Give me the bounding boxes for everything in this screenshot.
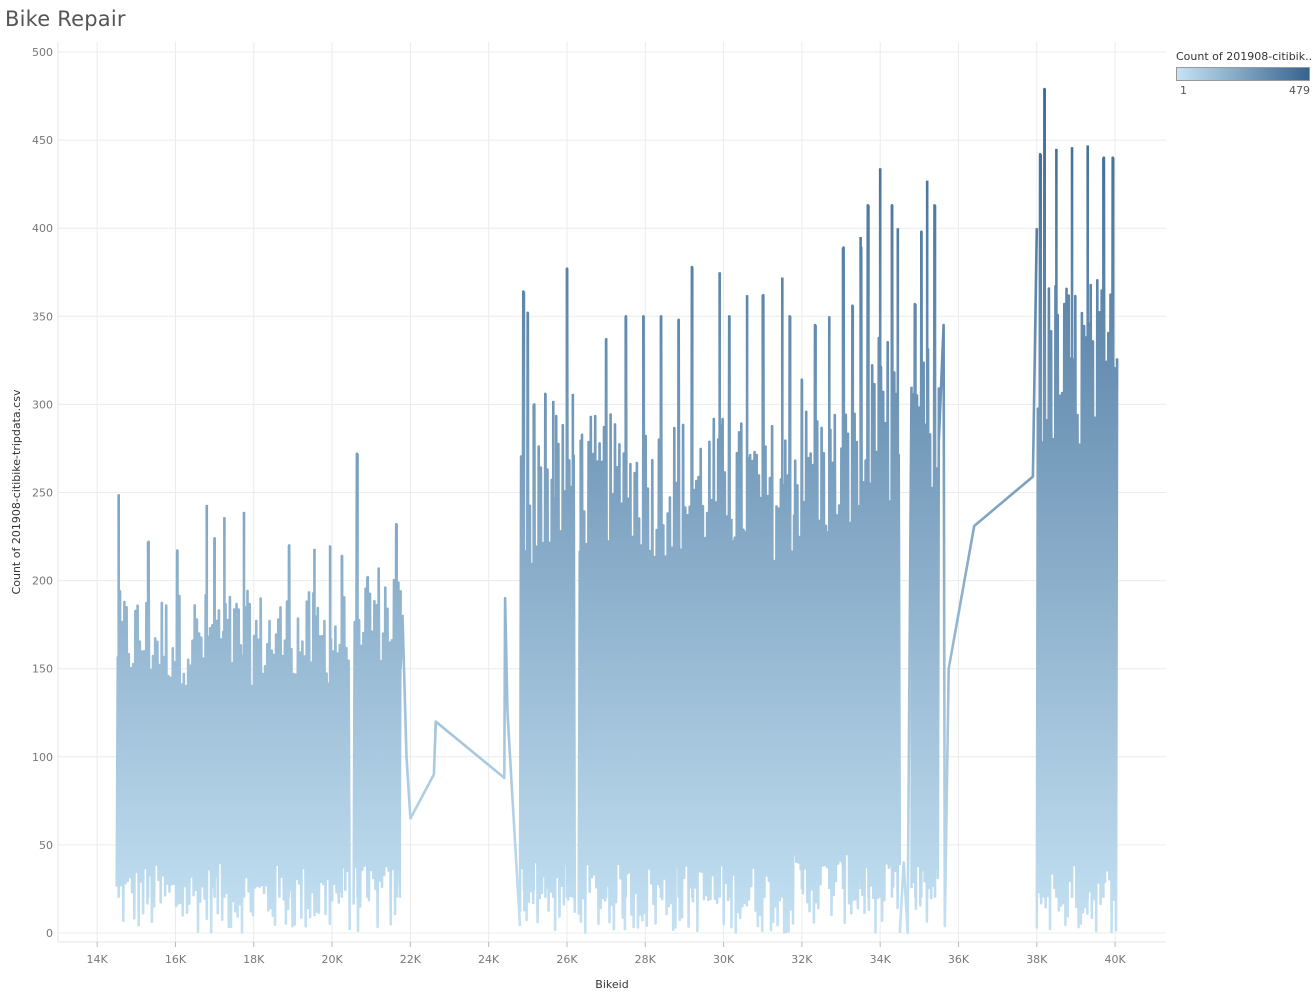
legend-gradient-bar bbox=[1176, 67, 1310, 81]
series-connector-line bbox=[399, 596, 522, 927]
line-marks bbox=[115, 87, 1119, 935]
x-tick-label: 38K bbox=[1026, 953, 1048, 966]
series-line-segment bbox=[352, 452, 402, 933]
series-connector-line bbox=[898, 386, 913, 935]
y-tick-label: 450 bbox=[32, 134, 53, 147]
x-tick-label: 16K bbox=[165, 953, 187, 966]
legend-min-label: 1 bbox=[1180, 84, 1187, 97]
y-tick-label: 0 bbox=[46, 927, 53, 940]
y-tick-label: 250 bbox=[32, 487, 53, 500]
x-tick-label: 30K bbox=[713, 953, 735, 966]
series-line-segment bbox=[577, 265, 733, 935]
series-line-segment bbox=[536, 267, 577, 932]
x-tick-label: 26K bbox=[556, 953, 578, 966]
series-connector-line bbox=[937, 228, 1039, 928]
x-axis-ticks: 14K 16K 18K 20K 22K 24K 26K 28K 30K 32K 34K 36K 38K 4… bbox=[87, 942, 1126, 966]
y-tick-label: 50 bbox=[39, 839, 53, 852]
x-tick-label: 28K bbox=[635, 953, 657, 966]
chart-title: Bike Repair bbox=[5, 7, 126, 31]
x-tick-label: 34K bbox=[870, 953, 892, 966]
y-tick-label: 300 bbox=[32, 398, 53, 411]
legend-title: Count of 201908-citibik.. bbox=[1176, 50, 1313, 63]
x-tick-label: 36K bbox=[948, 953, 970, 966]
y-tick-label: 500 bbox=[32, 46, 53, 59]
color-legend: Count of 201908-citibik.. 1 479 bbox=[1176, 50, 1316, 98]
legend-labels: 1 479 bbox=[1176, 84, 1310, 98]
y-tick-label: 200 bbox=[32, 575, 53, 588]
series-line-segment bbox=[863, 204, 902, 934]
x-tick-label: 24K bbox=[478, 953, 500, 966]
x-tick-label: 20K bbox=[321, 953, 343, 966]
x-tick-label: 32K bbox=[791, 953, 813, 966]
y-tick-label: 400 bbox=[32, 222, 53, 235]
series-line-segment bbox=[1035, 87, 1119, 934]
series-line-segment bbox=[115, 536, 352, 934]
x-tick-label: 40K bbox=[1104, 953, 1126, 966]
x-tick-label: 14K bbox=[87, 953, 109, 966]
legend-max-label: 479 bbox=[1289, 84, 1310, 97]
x-axis-title: Bikeid bbox=[595, 978, 628, 991]
y-tick-label: 100 bbox=[32, 751, 53, 764]
y-tick-label: 150 bbox=[32, 663, 53, 676]
x-tick-label: 18K bbox=[243, 953, 265, 966]
y-axis-ticks: 0 50 100 150 200 250 300 350 400 450 500 bbox=[32, 46, 53, 940]
y-tick-label: 350 bbox=[32, 310, 53, 323]
x-tick-label: 22K bbox=[400, 953, 422, 966]
y-axis-title: Count of 201908-citibike-tripdata.csv bbox=[10, 389, 23, 594]
